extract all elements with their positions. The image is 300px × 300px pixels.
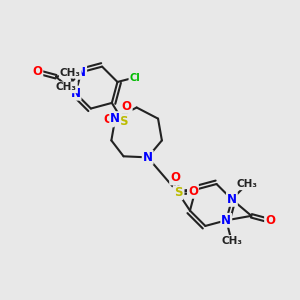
Text: N: N <box>143 151 153 164</box>
Text: CH₃: CH₃ <box>236 179 257 189</box>
Text: CH₃: CH₃ <box>56 82 77 92</box>
Text: CH₃: CH₃ <box>60 68 81 78</box>
Text: N: N <box>110 112 120 125</box>
Text: S: S <box>119 115 128 128</box>
Text: N: N <box>70 87 80 100</box>
Text: S: S <box>174 186 182 199</box>
Text: N: N <box>221 214 231 227</box>
Text: N: N <box>227 193 237 206</box>
Text: Cl: Cl <box>173 188 184 198</box>
Text: N: N <box>76 66 86 79</box>
Text: O: O <box>188 185 198 198</box>
Text: O: O <box>104 113 114 126</box>
Text: O: O <box>32 65 42 78</box>
Text: O: O <box>265 214 275 227</box>
Text: Cl: Cl <box>129 73 140 82</box>
Text: O: O <box>122 100 132 113</box>
Text: CH₃: CH₃ <box>221 236 242 246</box>
Text: O: O <box>170 171 180 184</box>
